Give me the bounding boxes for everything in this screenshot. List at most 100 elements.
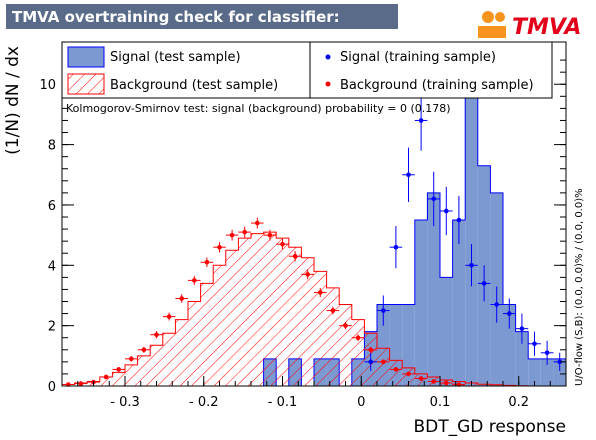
y-tick-label: 10: [39, 78, 56, 93]
y-axis-label: (1/N) dN / dx: [3, 46, 23, 155]
background-test-bar: [301, 257, 314, 386]
background-test-bar: [200, 283, 214, 386]
signal-test-bar: [528, 358, 541, 386]
signal-train-point: [444, 208, 449, 214]
signal-train-point: [469, 262, 474, 268]
signal-test-bar: [414, 220, 428, 386]
signal-train-point: [494, 302, 500, 307]
background-test-bar: [213, 265, 226, 386]
signal-train-point: [557, 359, 562, 365]
background-test-bar: [402, 367, 415, 386]
background-train-point: [444, 380, 449, 386]
background-test-bar: [351, 319, 365, 386]
background-test-bar: [326, 287, 340, 386]
background-test-bar: [150, 345, 163, 386]
background-test-bar: [477, 384, 491, 386]
y-tick-label: 4: [48, 259, 56, 274]
signal-test-bar: [553, 358, 566, 386]
background-train-point: [368, 347, 374, 353]
background-train-point: [305, 272, 311, 277]
signal-train-point: [532, 341, 537, 347]
background-test-bar: [314, 271, 327, 386]
background-test-bar: [188, 301, 201, 386]
ks-test-text: Kolmogorov-Smirnov test: signal (backgro…: [66, 102, 451, 115]
background-test-bar: [137, 355, 151, 386]
background-train-point: [78, 381, 84, 386]
legend-box-right: [309, 41, 553, 99]
signal-test-bar: [465, 84, 478, 387]
background-test-bar: [389, 360, 403, 386]
x-tick-label: - 0.3: [110, 395, 140, 410]
background-train-point: [179, 296, 184, 301]
signal-train-point: [544, 350, 550, 356]
legend-swatch-signal-test: [67, 46, 105, 68]
background-train-point: [393, 367, 399, 372]
background-train-point: [242, 229, 247, 235]
signal-test-bar: [515, 331, 529, 386]
signal-train-point: [507, 311, 512, 316]
logo-figure-icon: [478, 11, 506, 38]
legend-marker-signal-train: [325, 54, 331, 60]
title-banner: TMVA overtraining check for classifier: …: [6, 4, 398, 44]
signal-test-bar: [402, 304, 415, 386]
background-train-point: [343, 323, 348, 328]
background-train-point: [381, 359, 386, 365]
y-tick-label: 0: [48, 380, 56, 395]
signal-test-bar: [427, 192, 440, 386]
y-tick-label: 8: [48, 139, 56, 154]
signal-train-point: [481, 281, 487, 286]
signal-train-point: [456, 217, 462, 223]
signal-test-bar: [540, 358, 554, 386]
signal-train-point: [418, 118, 424, 123]
background-train-point: [217, 244, 222, 250]
y-tick-label: 6: [48, 199, 56, 214]
x-axis-label: BDT_GD response: [413, 417, 566, 437]
signal-train-point: [431, 196, 437, 202]
signal-train-point: [368, 359, 374, 365]
signal-test-bar: [503, 304, 516, 386]
background-train-point: [330, 308, 336, 313]
background-train-point: [116, 367, 121, 372]
logo-wordmark: TMVA: [512, 15, 581, 40]
signal-train-point: [519, 326, 525, 331]
background-train-point: [406, 371, 411, 377]
background-test-bar: [112, 372, 125, 386]
background-train-point: [254, 220, 260, 226]
background-test-bar: [251, 233, 264, 386]
background-test-bar: [225, 250, 239, 386]
x-tick-label: 0.2: [508, 395, 529, 410]
background-test-bar: [288, 247, 302, 386]
y-tick-label: 2: [48, 320, 56, 335]
legend-swatch-background-test: [67, 73, 105, 95]
legend-label-signal-test: Signal (test sample): [110, 50, 241, 65]
background-test-bar: [490, 384, 503, 386]
background-train-point: [280, 241, 285, 247]
background-test-bar: [99, 376, 113, 386]
background-test-bar: [377, 348, 390, 386]
background-test-bar: [125, 364, 138, 386]
background-train-point: [154, 332, 159, 338]
background-train-point: [166, 314, 172, 319]
legend-label-background-train: Background (training sample): [340, 78, 534, 93]
legend-marker-background-train: [325, 81, 331, 87]
signal-train-point: [406, 172, 411, 178]
background-test-bar: [162, 333, 176, 386]
x-tick-label: - 0.2: [189, 395, 219, 410]
background-test-bar: [175, 319, 188, 386]
background-train-point: [141, 347, 147, 353]
legend-label-signal-train: Signal (training sample): [340, 50, 496, 65]
background-train-point: [431, 379, 437, 384]
signal-test-bar: [440, 277, 453, 386]
overflow-label: U/O-flow (S,B): (0.0, 0.0)% / (0.0, 0.0)…: [574, 188, 585, 386]
background-train-point: [267, 232, 273, 238]
signal-test-bar: [452, 220, 466, 386]
background-test-bar: [339, 304, 352, 386]
background-test-bar: [276, 238, 289, 386]
background-train-point: [229, 232, 235, 238]
x-tick-label: 0.1: [430, 395, 451, 410]
background-test-bar: [263, 232, 277, 386]
x-tick-label: 0: [357, 395, 365, 410]
background-test-bar: [238, 238, 251, 386]
